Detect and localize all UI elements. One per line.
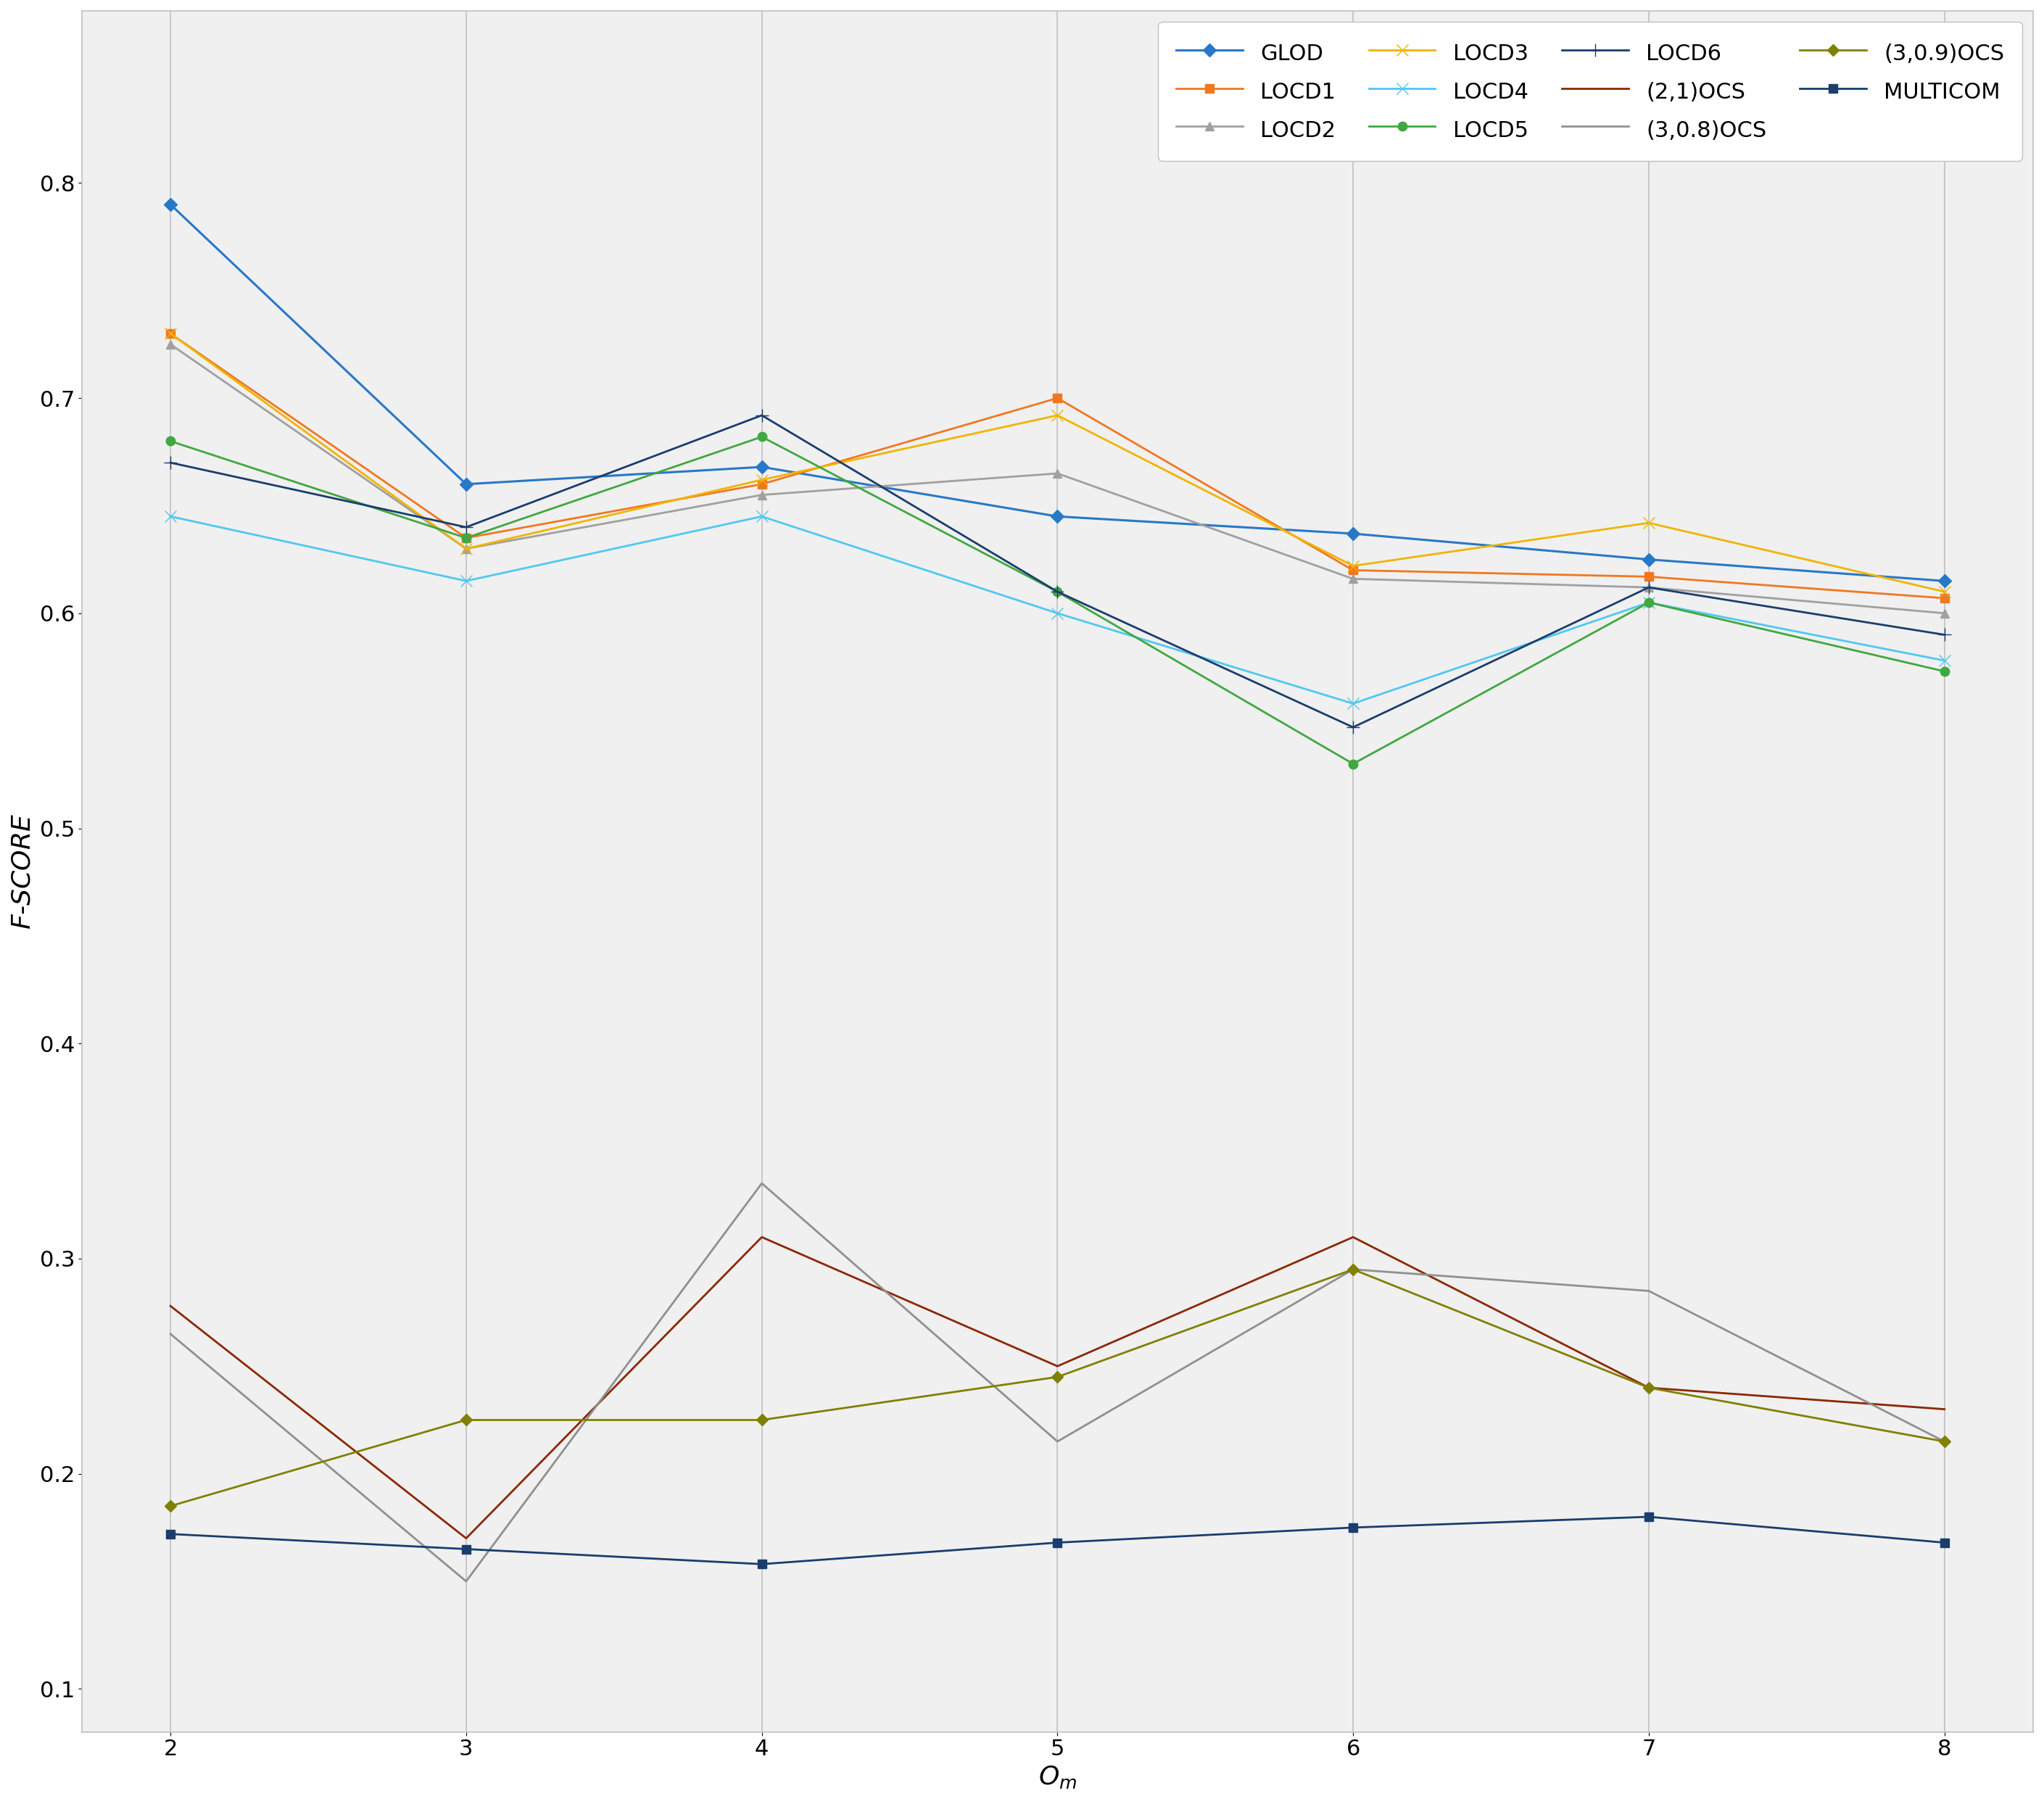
GLOD: [750, 456, 775, 477]
Line: (3,0.9)OCS: (3,0.9)OCS: [166, 1266, 1948, 1509]
(2,1)OCS: [750, 1226, 775, 1248]
(3,0.8)OCS: [1932, 1430, 1956, 1452]
LOCD3: [454, 538, 478, 560]
LOCD5: [1932, 661, 1956, 683]
(2,1)OCS: [1044, 1356, 1069, 1378]
LOCD4: [1341, 693, 1365, 715]
LOCD1: [750, 474, 775, 495]
LOCD1: [1341, 560, 1365, 582]
LOCD6: [1932, 623, 1956, 645]
LOCD1: [1637, 566, 1662, 587]
GLOD: [1932, 571, 1956, 593]
Line: LOCD5: LOCD5: [166, 432, 1950, 769]
LOCD3: [750, 468, 775, 490]
LOCD3: [1044, 405, 1069, 427]
(3,0.9)OCS: [1932, 1430, 1956, 1452]
(3,0.9)OCS: [750, 1408, 775, 1430]
(2,1)OCS: [1637, 1378, 1662, 1399]
Line: LOCD1: LOCD1: [166, 330, 1950, 603]
LOCD1: [1932, 587, 1956, 609]
(3,0.9)OCS: [1637, 1378, 1662, 1399]
MULTICOM: [1341, 1516, 1365, 1538]
LOCD3: [157, 322, 182, 344]
GLOD: [454, 474, 478, 495]
LOCD2: [1341, 567, 1365, 589]
X-axis label: $O_m$: $O_m$: [1038, 1763, 1077, 1790]
LOCD2: [1044, 463, 1069, 484]
(2,1)OCS: [157, 1295, 182, 1317]
(3,0.8)OCS: [157, 1324, 182, 1345]
LOCD1: [157, 322, 182, 344]
Line: LOCD6: LOCD6: [164, 409, 1950, 733]
Y-axis label: $F$-SCORE: $F$-SCORE: [10, 814, 35, 929]
Line: GLOD: GLOD: [166, 200, 1950, 585]
LOCD2: [1637, 576, 1662, 598]
LOCD6: [750, 405, 775, 427]
LOCD1: [454, 528, 478, 549]
LOCD1: [1044, 387, 1069, 409]
Line: (2,1)OCS: (2,1)OCS: [170, 1237, 1944, 1538]
LOCD4: [1637, 593, 1662, 614]
LOCD5: [750, 427, 775, 448]
LOCD2: [454, 538, 478, 560]
LOCD4: [1932, 650, 1956, 672]
LOCD6: [157, 452, 182, 474]
(3,0.9)OCS: [157, 1495, 182, 1516]
GLOD: [1044, 506, 1069, 528]
MULTICOM: [1044, 1533, 1069, 1554]
LOCD4: [454, 571, 478, 593]
LOCD4: [1044, 603, 1069, 625]
LOCD3: [1637, 511, 1662, 533]
LOCD4: [157, 506, 182, 528]
LOCD2: [1932, 603, 1956, 625]
MULTICOM: [157, 1524, 182, 1545]
LOCD3: [1341, 555, 1365, 576]
LOCD5: [1044, 582, 1069, 603]
LOCD6: [1637, 576, 1662, 598]
MULTICOM: [454, 1538, 478, 1560]
(2,1)OCS: [454, 1527, 478, 1549]
LOCD6: [1044, 582, 1069, 603]
LOCD5: [1341, 753, 1365, 774]
(3,0.8)OCS: [750, 1172, 775, 1194]
LOCD5: [157, 430, 182, 452]
LOCD5: [454, 528, 478, 549]
(3,0.8)OCS: [454, 1570, 478, 1592]
Line: LOCD4: LOCD4: [166, 511, 1950, 710]
(3,0.9)OCS: [1044, 1367, 1069, 1389]
(3,0.8)OCS: [1044, 1430, 1069, 1452]
(2,1)OCS: [1341, 1226, 1365, 1248]
MULTICOM: [750, 1552, 775, 1574]
GLOD: [1637, 549, 1662, 571]
GLOD: [1341, 522, 1365, 544]
LOCD6: [454, 517, 478, 538]
(3,0.8)OCS: [1341, 1259, 1365, 1281]
LOCD4: [750, 506, 775, 528]
Line: LOCD3: LOCD3: [166, 328, 1950, 598]
Line: LOCD2: LOCD2: [166, 340, 1950, 618]
MULTICOM: [1932, 1533, 1956, 1554]
(3,0.9)OCS: [454, 1408, 478, 1430]
(3,0.8)OCS: [1637, 1281, 1662, 1302]
LOCD3: [1932, 582, 1956, 603]
LOCD5: [1637, 593, 1662, 614]
Legend: GLOD, LOCD1, LOCD2, LOCD3, LOCD4, LOCD5, LOCD6, (2,1)OCS, (3,0.8)OCS, (3,0.9)OCS: GLOD, LOCD1, LOCD2, LOCD3, LOCD4, LOCD5,…: [1159, 22, 2022, 160]
LOCD2: [750, 484, 775, 506]
(2,1)OCS: [1932, 1398, 1956, 1419]
MULTICOM: [1637, 1506, 1662, 1527]
LOCD2: [157, 333, 182, 355]
Line: (3,0.8)OCS: (3,0.8)OCS: [170, 1183, 1944, 1581]
GLOD: [157, 195, 182, 216]
LOCD6: [1341, 717, 1365, 738]
(3,0.9)OCS: [1341, 1259, 1365, 1281]
Line: MULTICOM: MULTICOM: [166, 1513, 1950, 1569]
